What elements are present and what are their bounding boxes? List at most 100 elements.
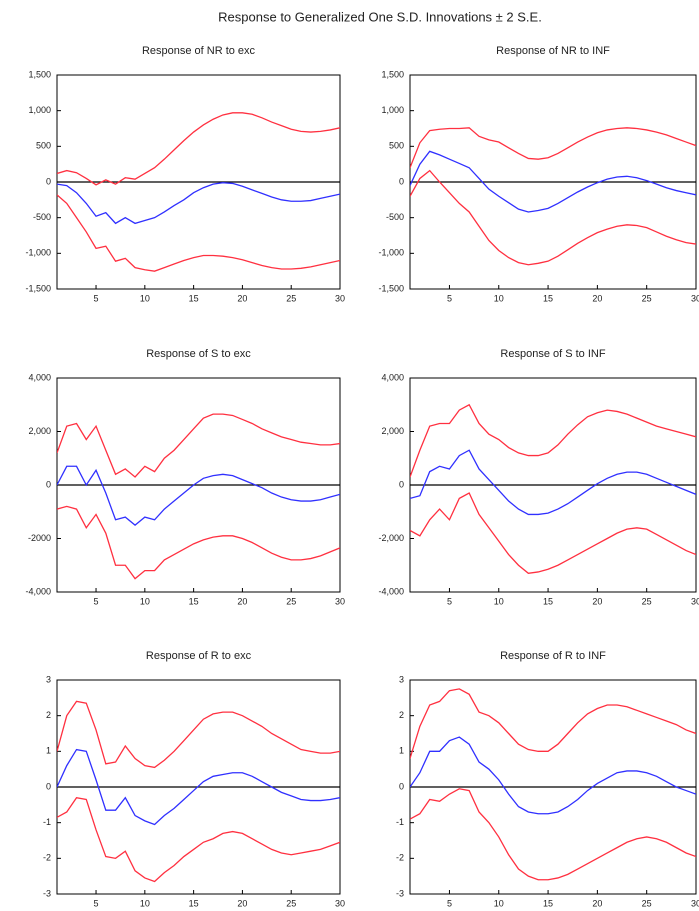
y-tick-label: 500	[36, 141, 51, 151]
y-tick-label: -2,000	[378, 533, 404, 543]
x-tick-label: 30	[691, 596, 699, 606]
x-tick-label: 30	[335, 596, 345, 606]
y-tick-label: -4,000	[25, 586, 51, 596]
panel-title: Response of R to exc	[146, 650, 252, 662]
y-tick-label: 4,000	[28, 372, 51, 382]
x-tick-label: 25	[642, 293, 652, 303]
y-tick-label: 0	[46, 176, 51, 186]
y-tick-label: -2	[396, 853, 404, 863]
response-line	[57, 112, 340, 186]
x-tick-label: 25	[642, 596, 652, 606]
response-line	[410, 688, 696, 759]
x-tick-label: 20	[592, 596, 602, 606]
x-tick-label: 10	[140, 293, 150, 303]
x-tick-label: 30	[691, 293, 699, 303]
y-tick-label: 1	[399, 746, 404, 756]
x-tick-label: 15	[189, 293, 199, 303]
response-line	[57, 465, 340, 526]
response-line	[410, 150, 696, 213]
y-tick-label: -4,000	[378, 586, 404, 596]
x-tick-label: 15	[543, 293, 553, 303]
y-tick-label: -1,000	[378, 248, 404, 258]
response-line	[410, 492, 696, 574]
y-tick-label: -500	[33, 212, 51, 222]
y-tick-label: -1	[43, 817, 51, 827]
x-tick-label: 25	[286, 898, 296, 908]
x-tick-label: 10	[494, 293, 504, 303]
x-tick-label: 5	[447, 293, 452, 303]
y-tick-label: 0	[399, 781, 404, 791]
y-tick-label: 2,000	[381, 426, 404, 436]
y-tick-label: 500	[389, 141, 404, 151]
x-tick-label: 5	[447, 596, 452, 606]
x-tick-label: 30	[691, 898, 699, 908]
x-tick-label: 10	[494, 898, 504, 908]
y-tick-label: 0	[399, 176, 404, 186]
x-tick-label: 15	[189, 596, 199, 606]
response-line	[410, 788, 696, 881]
y-tick-label: 2	[399, 710, 404, 720]
y-tick-label: 2,000	[28, 426, 51, 436]
response-line	[410, 403, 696, 478]
y-tick-label: -1,500	[25, 283, 51, 293]
x-tick-label: 15	[543, 596, 553, 606]
y-tick-label: -1	[396, 817, 404, 827]
y-tick-label: -2000	[28, 533, 51, 543]
response-line	[57, 700, 340, 769]
response-line	[57, 194, 340, 272]
x-tick-label: 5	[94, 293, 99, 303]
x-tick-label: 30	[335, 898, 345, 908]
x-tick-label: 20	[237, 293, 247, 303]
response-line	[410, 169, 696, 266]
y-tick-label: -2	[43, 853, 51, 863]
x-tick-label: 25	[286, 293, 296, 303]
x-tick-label: 10	[140, 898, 150, 908]
x-tick-label: 20	[592, 898, 602, 908]
y-tick-label: 1,500	[28, 69, 51, 79]
y-tick-label: 0	[399, 479, 404, 489]
response-line	[410, 736, 696, 815]
x-tick-label: 20	[592, 293, 602, 303]
panel-title: Response of S to exc	[146, 348, 251, 360]
y-tick-label: -1,500	[378, 283, 404, 293]
x-tick-label: 20	[237, 596, 247, 606]
y-tick-label: 3	[46, 674, 51, 684]
y-tick-label: 1,500	[381, 69, 404, 79]
x-tick-label: 10	[494, 596, 504, 606]
x-tick-label: 5	[447, 898, 452, 908]
y-tick-label: 0	[46, 781, 51, 791]
x-tick-label: 10	[140, 596, 150, 606]
x-tick-label: 15	[189, 898, 199, 908]
y-tick-label: -3	[396, 888, 404, 898]
response-line	[57, 182, 340, 225]
y-tick-label: 1,000	[28, 105, 51, 115]
x-tick-label: 5	[94, 596, 99, 606]
y-tick-label: 4,000	[381, 372, 404, 382]
response-line	[57, 748, 340, 826]
y-tick-label: -3	[43, 888, 51, 898]
response-line	[57, 505, 340, 580]
y-tick-label: 1,000	[381, 105, 404, 115]
response-line	[410, 449, 696, 516]
main-title: Response to Generalized One S.D. Innovat…	[218, 9, 542, 24]
y-tick-label: 2	[46, 710, 51, 720]
response-line	[57, 413, 340, 478]
y-tick-label: 1	[46, 746, 51, 756]
y-tick-label: -500	[386, 212, 404, 222]
response-line	[57, 796, 340, 883]
panel-title: Response of NR to exc	[142, 45, 256, 57]
x-tick-label: 5	[94, 898, 99, 908]
x-tick-label: 15	[543, 898, 553, 908]
x-tick-label: 25	[286, 596, 296, 606]
response-line	[410, 127, 696, 168]
x-tick-label: 30	[335, 293, 345, 303]
x-tick-label: 25	[642, 898, 652, 908]
panel-title: Response of R to INF	[500, 650, 606, 662]
x-tick-label: 20	[237, 898, 247, 908]
panel-title: Response of NR to INF	[496, 45, 610, 57]
panel-title: Response of S to INF	[500, 348, 605, 360]
y-tick-label: 3	[399, 674, 404, 684]
y-tick-label: 0	[46, 479, 51, 489]
